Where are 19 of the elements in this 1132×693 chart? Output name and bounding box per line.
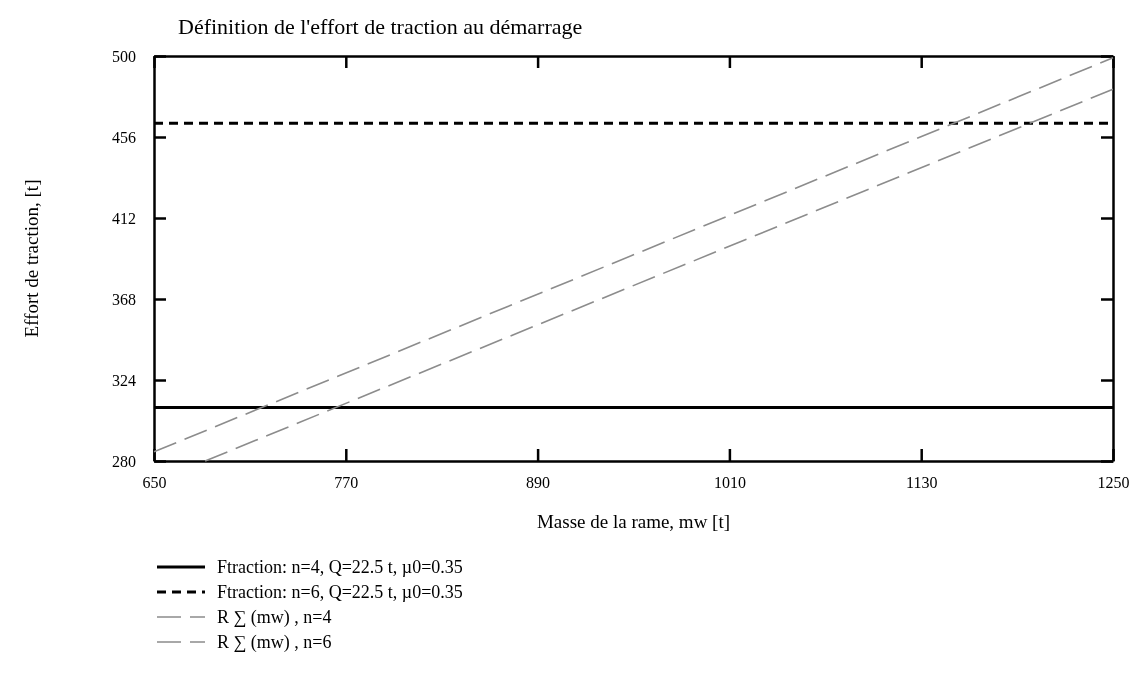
y-tick-label: 500 xyxy=(112,47,136,65)
y-tick-label: 412 xyxy=(112,209,136,227)
x-axis-title: Masse de la rame, mw [t] xyxy=(536,511,731,532)
x-tick-label: 1130 xyxy=(906,474,938,492)
legend-label: R ∑ (mw) , n=6 xyxy=(217,632,332,653)
legend-label: Ftraction: n=6, Q=22.5 t, µ0=0.35 xyxy=(217,582,463,602)
x-tick-label: 650 xyxy=(142,474,167,492)
x-tick-label: 770 xyxy=(334,474,359,492)
x-tick-label: 1250 xyxy=(1097,474,1130,492)
legend-label: Ftraction: n=4, Q=22.5 t, µ0=0.35 xyxy=(217,557,463,577)
y-tick-label: 324 xyxy=(112,371,136,389)
chart-title: Définition de l'effort de traction au démarrage xyxy=(178,14,583,39)
x-tick-label: 1010 xyxy=(713,474,746,492)
y-tick-label: 280 xyxy=(112,452,136,470)
y-axis-title: Effort de traction, [t] xyxy=(21,179,42,338)
legend-label: R ∑ (mw) , n=4 xyxy=(217,607,332,628)
y-tick-label: 456 xyxy=(112,128,136,146)
y-tick-label: 368 xyxy=(112,290,136,308)
x-tick-label: 890 xyxy=(526,474,551,492)
